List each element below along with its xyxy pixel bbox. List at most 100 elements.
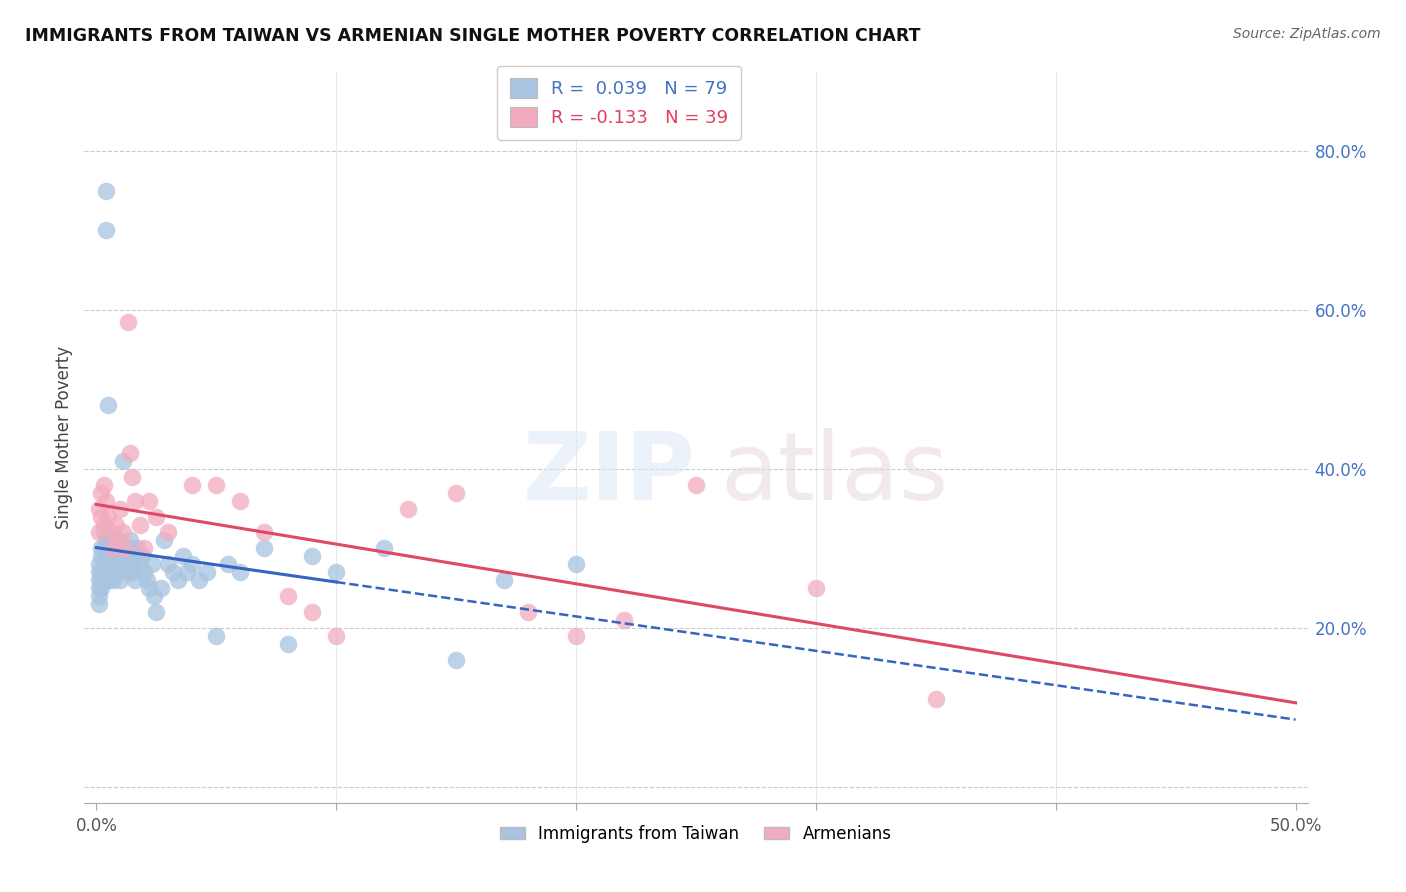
Point (188, 573, 211, 587)
Point (494, 573, 516, 587)
Point (110, 573, 132, 587)
Point (101, 573, 124, 587)
Point (101, 558, 124, 572)
Point (107, 558, 129, 572)
Point (94, 223, 117, 237)
Point (117, 566, 139, 580)
Point (93, 573, 115, 587)
Legend: Immigrants from Taiwan, Armenians: Immigrants from Taiwan, Armenians (494, 818, 898, 849)
Point (90, 541, 112, 556)
Point (107, 533, 129, 548)
Point (167, 573, 190, 587)
Point (93, 558, 115, 572)
Point (157, 525, 180, 540)
Point (150, 581, 173, 595)
Point (118, 558, 141, 572)
Point (104, 549, 127, 564)
Point (93, 477, 115, 491)
Text: atlas: atlas (720, 427, 949, 520)
Point (100, 549, 122, 564)
Point (94, 493, 117, 508)
Point (181, 477, 204, 491)
Point (107, 541, 129, 556)
Text: IMMIGRANTS FROM TAIWAN VS ARMENIAN SINGLE MOTHER POVERTY CORRELATION CHART: IMMIGRANTS FROM TAIWAN VS ARMENIAN SINGL… (25, 27, 921, 45)
Point (87, 597, 110, 611)
Point (135, 573, 157, 587)
Point (100, 525, 122, 540)
Point (124, 493, 146, 508)
Point (100, 533, 122, 548)
Point (127, 541, 149, 556)
Point (195, 566, 218, 580)
Point (87, 501, 110, 516)
Point (373, 541, 395, 556)
Point (253, 541, 276, 556)
Point (134, 541, 156, 556)
Point (117, 541, 139, 556)
Point (97, 541, 120, 556)
Point (325, 566, 347, 580)
Point (100, 566, 122, 580)
Point (172, 549, 194, 564)
Point (229, 566, 252, 580)
Point (117, 315, 139, 329)
Point (157, 558, 180, 572)
Point (111, 549, 134, 564)
Point (444, 653, 467, 667)
Text: ZIP: ZIP (523, 427, 696, 520)
Point (301, 605, 323, 619)
Point (277, 637, 299, 651)
Point (145, 605, 167, 619)
Point (110, 501, 132, 516)
Point (90, 566, 112, 580)
Point (90, 573, 112, 587)
Point (121, 541, 143, 556)
Point (93, 525, 115, 540)
Point (253, 525, 276, 540)
Point (565, 629, 588, 643)
Point (101, 541, 124, 556)
Point (90, 485, 112, 500)
Point (131, 549, 153, 564)
Point (94, 184, 117, 198)
Point (138, 581, 160, 595)
Point (87, 558, 110, 572)
Point (110, 541, 132, 556)
Y-axis label: Single Mother Poverty: Single Mother Poverty (55, 345, 73, 529)
Point (104, 517, 127, 532)
Point (277, 589, 299, 603)
Point (111, 454, 134, 468)
Point (517, 605, 540, 619)
Point (97, 509, 120, 524)
Point (124, 573, 146, 587)
Point (396, 501, 419, 516)
Text: Source: ZipAtlas.com: Source: ZipAtlas.com (1233, 27, 1381, 41)
Point (152, 533, 174, 548)
Point (141, 558, 163, 572)
Point (97, 558, 120, 572)
Point (104, 533, 127, 548)
Point (94, 533, 117, 548)
Point (685, 477, 707, 491)
Point (325, 629, 347, 643)
Point (94, 549, 117, 564)
Point (93, 541, 115, 556)
Point (110, 558, 132, 572)
Point (111, 525, 134, 540)
Point (301, 549, 323, 564)
Point (90, 581, 112, 595)
Point (93, 517, 115, 532)
Point (229, 493, 252, 508)
Point (118, 533, 141, 548)
Point (121, 470, 143, 484)
Point (205, 629, 228, 643)
Point (97, 398, 120, 412)
Point (162, 566, 184, 580)
Point (142, 589, 165, 603)
Point (90, 549, 112, 564)
Point (613, 613, 636, 627)
Point (104, 566, 127, 580)
Point (101, 541, 124, 556)
Point (138, 493, 160, 508)
Point (87, 525, 110, 540)
